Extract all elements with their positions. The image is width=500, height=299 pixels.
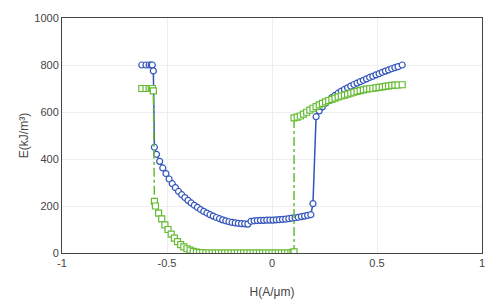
svg-text:H(A/μm): H(A/μm) [250, 285, 295, 299]
svg-text:400: 400 [40, 153, 58, 165]
svg-text:1000: 1000 [34, 12, 58, 24]
svg-text:800: 800 [40, 59, 58, 71]
svg-text:E(kJ/m³): E(kJ/m³) [17, 113, 31, 158]
svg-text:1: 1 [479, 257, 485, 269]
svg-text:0: 0 [269, 257, 275, 269]
svg-text:0: 0 [53, 247, 59, 259]
svg-text:0.5: 0.5 [369, 257, 384, 269]
svg-text:200: 200 [40, 200, 58, 212]
svg-text:-1: -1 [57, 257, 67, 269]
svg-text:600: 600 [40, 106, 58, 118]
svg-text:-0.5: -0.5 [158, 257, 177, 269]
